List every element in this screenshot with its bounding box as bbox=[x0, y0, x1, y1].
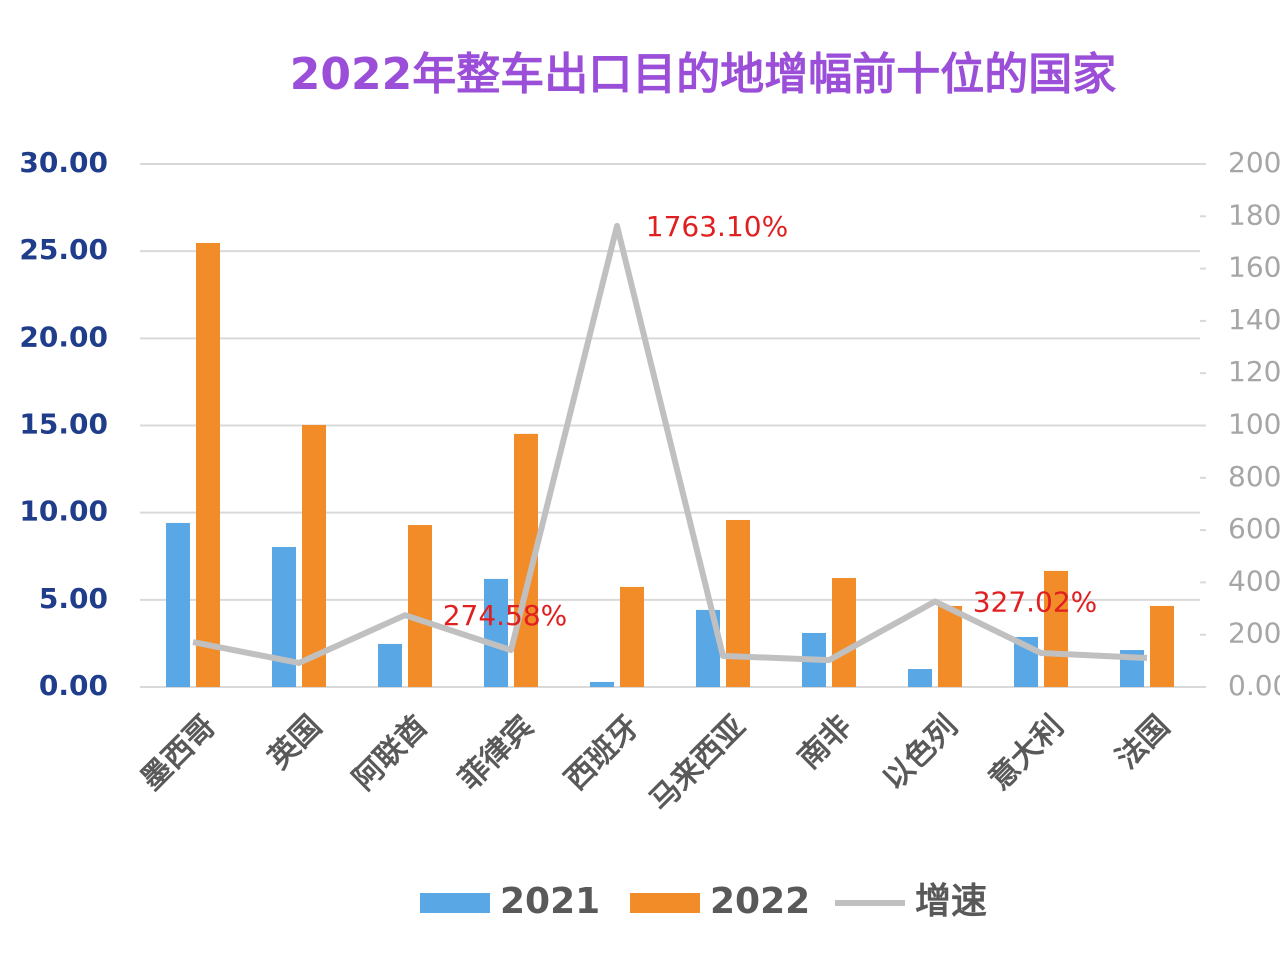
x-tick-label: 南非 bbox=[791, 709, 858, 776]
y2-tick-label: 1600.00% bbox=[1228, 251, 1280, 284]
y2-tick-label: 600.00% bbox=[1228, 512, 1280, 545]
bar bbox=[620, 586, 644, 687]
x-tick-label: 意大利 bbox=[982, 709, 1070, 797]
y-tick-label: 20.00 bbox=[19, 320, 108, 353]
y2-tick-label: 0.00% bbox=[1228, 669, 1280, 702]
y-tick-label: 30.00 bbox=[19, 146, 108, 179]
bar bbox=[302, 424, 326, 687]
bar bbox=[726, 519, 750, 687]
x-tick-label: 西班牙 bbox=[558, 709, 646, 797]
x-tick-label: 法国 bbox=[1109, 709, 1176, 776]
y-tick-label: 15.00 bbox=[19, 408, 108, 441]
bar bbox=[408, 525, 432, 687]
y2-tick-label: 1200.00% bbox=[1228, 355, 1280, 388]
legend-label: 2022 bbox=[710, 881, 810, 922]
bar bbox=[832, 578, 856, 687]
x-tick-label: 菲律宾 bbox=[452, 709, 540, 797]
y2-tick-label: 800.00% bbox=[1228, 460, 1280, 493]
data-label: 274.58% bbox=[443, 599, 568, 632]
x-tick-label: 英国 bbox=[261, 709, 328, 776]
y2-tick-label: 1800.00% bbox=[1228, 198, 1280, 231]
y-tick-label: 0.00 bbox=[39, 669, 108, 702]
bar bbox=[166, 522, 190, 687]
bar bbox=[590, 681, 614, 687]
line bbox=[192, 222, 1148, 666]
x-tick-label: 阿联酋 bbox=[346, 709, 434, 797]
bar bbox=[272, 547, 296, 687]
y2-tick-label: 1400.00% bbox=[1228, 303, 1280, 336]
bar bbox=[938, 605, 962, 687]
y-tick-label: 25.00 bbox=[19, 233, 108, 266]
bar bbox=[378, 643, 402, 687]
x-tick-label: 墨西哥 bbox=[134, 709, 222, 797]
legend-swatch bbox=[630, 893, 700, 913]
chart-title: 2022年整车出口目的地增幅前十位的国家 bbox=[290, 49, 1116, 100]
y-tick-label: 5.00 bbox=[39, 582, 108, 615]
y2-tick-label: 200.00% bbox=[1228, 617, 1280, 650]
bar bbox=[484, 578, 508, 687]
bar bbox=[1150, 605, 1174, 687]
y2-tick-label: 1000.00% bbox=[1228, 408, 1280, 441]
legend-swatch bbox=[420, 893, 490, 913]
bar bbox=[196, 242, 220, 687]
data-label: 1763.10% bbox=[646, 210, 788, 243]
y2-tick-label: 400.00% bbox=[1228, 564, 1280, 597]
x-tick-label: 以色列 bbox=[876, 709, 964, 797]
legend-label: 增速 bbox=[915, 881, 987, 922]
data-label: 327.02% bbox=[973, 585, 1098, 618]
legend-label: 2021 bbox=[500, 881, 600, 922]
bar bbox=[1044, 570, 1068, 687]
bar bbox=[908, 669, 932, 687]
y-tick-label: 10.00 bbox=[19, 495, 108, 528]
y2-tick-label: 2000.00% bbox=[1228, 146, 1280, 179]
x-tick-label: 马来西亚 bbox=[643, 709, 753, 819]
